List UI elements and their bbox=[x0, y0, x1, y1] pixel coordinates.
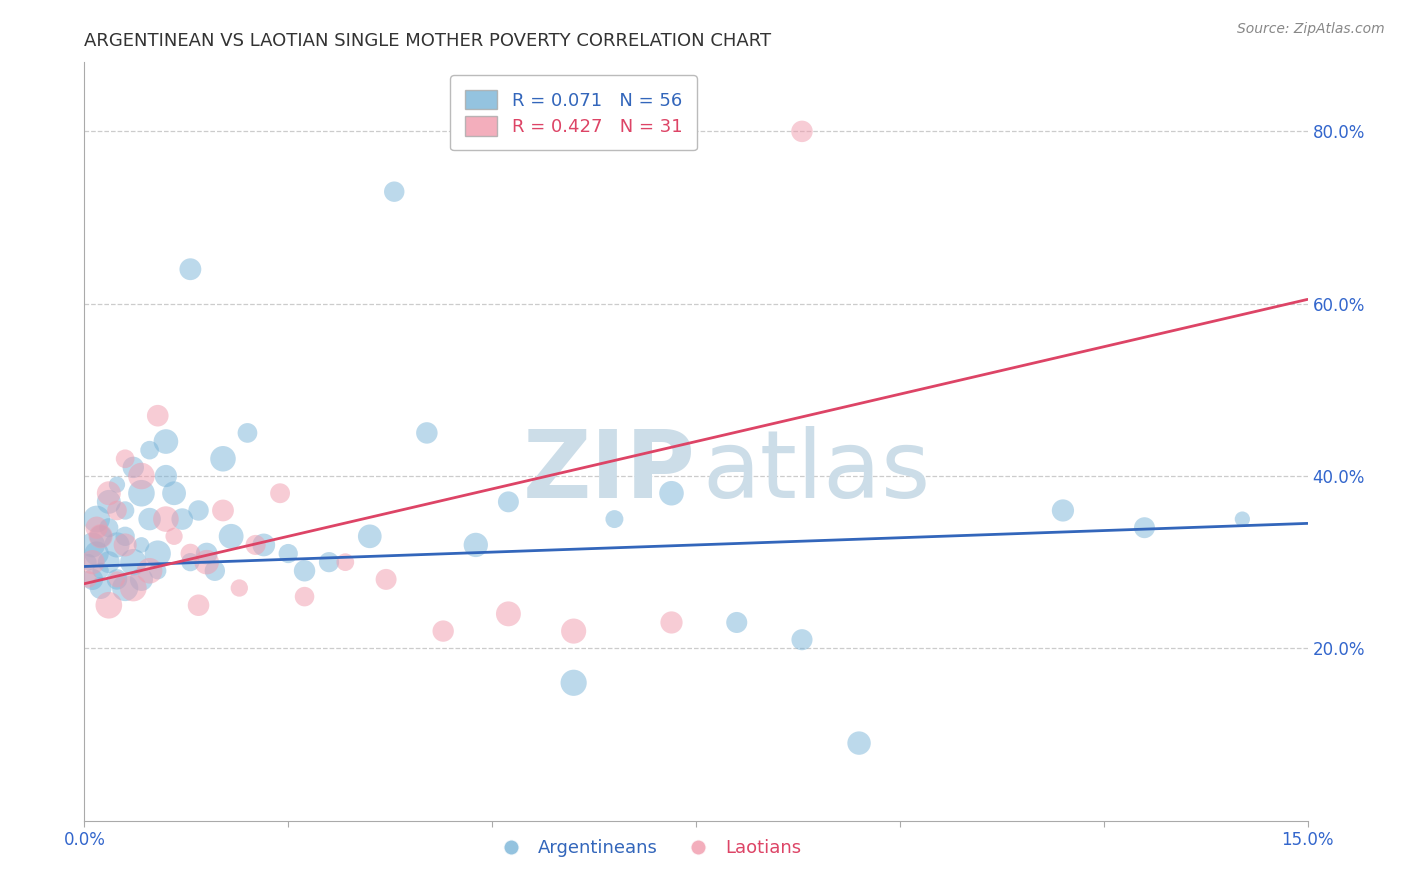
Point bbox=[179, 555, 201, 569]
Point bbox=[90, 529, 112, 543]
Point bbox=[131, 469, 153, 483]
Point bbox=[359, 529, 381, 543]
Point bbox=[294, 590, 316, 604]
Point bbox=[277, 547, 299, 561]
Point bbox=[172, 512, 194, 526]
Point bbox=[105, 538, 128, 552]
Point bbox=[603, 512, 626, 526]
Text: atlas: atlas bbox=[702, 425, 931, 518]
Point bbox=[146, 564, 169, 578]
Point bbox=[848, 736, 870, 750]
Point bbox=[90, 564, 112, 578]
Text: Source: ZipAtlas.com: Source: ZipAtlas.com bbox=[1237, 22, 1385, 37]
Point bbox=[97, 555, 120, 569]
Point bbox=[294, 564, 316, 578]
Point bbox=[432, 624, 454, 639]
Point bbox=[195, 555, 218, 569]
Point bbox=[179, 547, 201, 561]
Point bbox=[146, 409, 169, 423]
Point bbox=[212, 451, 235, 466]
Point bbox=[661, 486, 683, 500]
Point bbox=[114, 538, 136, 552]
Point bbox=[146, 547, 169, 561]
Point bbox=[204, 564, 226, 578]
Point bbox=[114, 451, 136, 466]
Point bbox=[114, 503, 136, 517]
Point bbox=[228, 581, 250, 595]
Point bbox=[86, 521, 108, 535]
Point bbox=[97, 521, 120, 535]
Point bbox=[1052, 503, 1074, 517]
Legend: Argentineans, Laotians: Argentineans, Laotians bbox=[486, 832, 808, 864]
Point bbox=[114, 581, 136, 595]
Point bbox=[416, 425, 439, 440]
Point bbox=[187, 503, 209, 517]
Point bbox=[498, 607, 520, 621]
Point bbox=[82, 538, 104, 552]
Point bbox=[122, 555, 145, 569]
Point bbox=[122, 460, 145, 475]
Point bbox=[105, 573, 128, 587]
Point bbox=[163, 529, 186, 543]
Point bbox=[90, 529, 112, 543]
Point bbox=[105, 503, 128, 517]
Point bbox=[138, 512, 160, 526]
Point bbox=[790, 124, 813, 138]
Point bbox=[187, 599, 209, 613]
Point bbox=[131, 538, 153, 552]
Point bbox=[245, 538, 267, 552]
Point bbox=[82, 573, 104, 587]
Point bbox=[179, 262, 201, 277]
Point bbox=[1133, 521, 1156, 535]
Point bbox=[105, 573, 128, 587]
Point bbox=[131, 486, 153, 500]
Point bbox=[122, 581, 145, 595]
Point bbox=[236, 425, 259, 440]
Point bbox=[253, 538, 276, 552]
Point bbox=[114, 529, 136, 543]
Text: ZIP: ZIP bbox=[523, 425, 696, 518]
Point bbox=[77, 555, 100, 569]
Point bbox=[97, 495, 120, 509]
Point bbox=[105, 477, 128, 491]
Point bbox=[725, 615, 748, 630]
Point bbox=[131, 573, 153, 587]
Point bbox=[97, 486, 120, 500]
Point bbox=[138, 443, 160, 458]
Point bbox=[382, 185, 405, 199]
Point bbox=[195, 547, 218, 561]
Point bbox=[97, 599, 120, 613]
Point bbox=[318, 555, 340, 569]
Text: ARGENTINEAN VS LAOTIAN SINGLE MOTHER POVERTY CORRELATION CHART: ARGENTINEAN VS LAOTIAN SINGLE MOTHER POV… bbox=[84, 32, 772, 50]
Point bbox=[375, 573, 398, 587]
Point bbox=[82, 555, 104, 569]
Point bbox=[86, 512, 108, 526]
Point bbox=[86, 547, 108, 561]
Point bbox=[155, 469, 177, 483]
Point bbox=[163, 486, 186, 500]
Point bbox=[138, 564, 160, 578]
Point bbox=[562, 624, 585, 639]
Point bbox=[90, 581, 112, 595]
Point bbox=[498, 495, 520, 509]
Point bbox=[464, 538, 486, 552]
Point bbox=[335, 555, 357, 569]
Point bbox=[562, 675, 585, 690]
Point bbox=[269, 486, 291, 500]
Point bbox=[661, 615, 683, 630]
Point bbox=[790, 632, 813, 647]
Point bbox=[212, 503, 235, 517]
Point bbox=[77, 573, 100, 587]
Point bbox=[155, 512, 177, 526]
Point bbox=[219, 529, 242, 543]
Point bbox=[1232, 512, 1254, 526]
Point bbox=[155, 434, 177, 449]
